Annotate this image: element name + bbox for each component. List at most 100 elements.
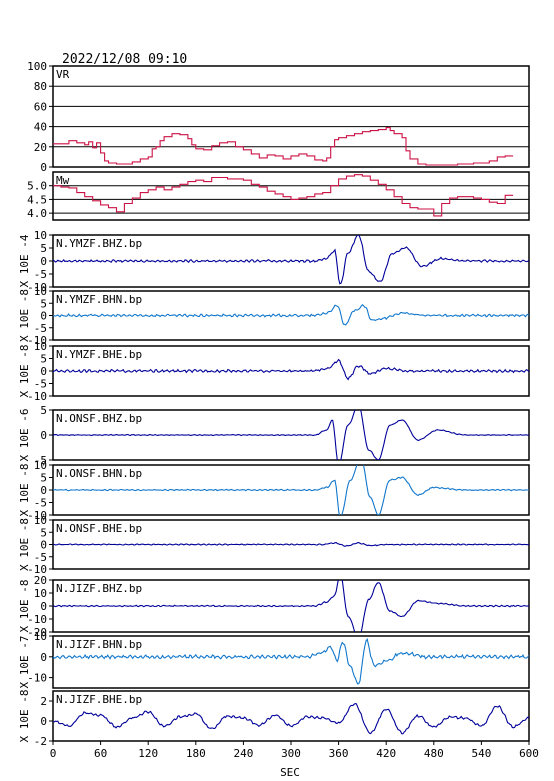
y-tick-label: -10 bbox=[27, 563, 47, 576]
y-tick-label: 5 bbox=[40, 297, 47, 310]
y-tick-label: 0 bbox=[40, 255, 47, 268]
y-unit-label: X 10E -8 bbox=[18, 580, 31, 633]
y-unit-label: X 10E -8 bbox=[18, 289, 31, 342]
x-tick-label: 60 bbox=[94, 747, 107, 760]
series-line bbox=[53, 703, 529, 735]
y-unit-label: X 10E -8 bbox=[18, 690, 31, 743]
y-tick-label: 80 bbox=[34, 80, 47, 93]
x-tick-label: 240 bbox=[233, 747, 253, 760]
series-line bbox=[53, 410, 529, 460]
y-unit-label: X 10E -8 bbox=[18, 345, 31, 398]
x-axis-label: SEC bbox=[280, 766, 300, 779]
series-line bbox=[53, 127, 514, 166]
y-tick-label: 5 bbox=[40, 404, 47, 417]
series-line bbox=[53, 542, 529, 547]
series-line bbox=[53, 304, 529, 326]
y-tick-label: 0 bbox=[40, 365, 47, 378]
y-tick-label: -10 bbox=[27, 613, 47, 626]
x-tick-label: 480 bbox=[424, 747, 444, 760]
y-tick-label: 10 bbox=[34, 587, 47, 600]
y-tick-label: 10 bbox=[34, 630, 47, 643]
series-line bbox=[53, 637, 529, 685]
y-tick-label: -5 bbox=[34, 322, 47, 335]
series-line bbox=[53, 235, 529, 285]
y-tick-label: 20 bbox=[34, 141, 47, 154]
y-tick-label: 0 bbox=[40, 539, 47, 552]
x-tick-label: 540 bbox=[471, 747, 491, 760]
y-tick-label: 5 bbox=[40, 242, 47, 255]
x-tick-label: 0 bbox=[50, 747, 57, 760]
y-tick-label: -10 bbox=[27, 334, 47, 347]
y-tick-label: 0 bbox=[40, 484, 47, 497]
panel-name: N.YMZF.BHN.bp bbox=[56, 293, 142, 306]
y-unit-label: X 10E -8 bbox=[18, 518, 31, 571]
y-tick-label: 0 bbox=[40, 715, 47, 728]
x-tick-label: 120 bbox=[138, 747, 158, 760]
panel-name: N.ONSF.BHN.bp bbox=[56, 467, 142, 480]
panel-name: N.JIZF.BHE.bp bbox=[56, 693, 142, 706]
y-tick-label: 0 bbox=[40, 310, 47, 323]
y-tick-label: 60 bbox=[34, 100, 47, 113]
y-unit-label: X 10E -8 bbox=[18, 464, 31, 517]
panel-frame bbox=[52, 65, 530, 168]
series-line bbox=[53, 358, 529, 381]
y-tick-label: -10 bbox=[27, 672, 47, 685]
y-tick-label: 5 bbox=[40, 526, 47, 539]
x-tick-label: 360 bbox=[329, 747, 349, 760]
panel-10: -2 0 2 N.JIZF.BHE.bp X 10E -8 bbox=[18, 690, 530, 748]
series-line bbox=[53, 465, 529, 515]
y-tick-label: 40 bbox=[34, 121, 47, 134]
y-tick-label: 4.5 bbox=[27, 193, 47, 206]
y-unit-label: X 10E -4 bbox=[18, 234, 31, 287]
y-tick-label: -5 bbox=[34, 551, 47, 564]
x-tick-label: 600 bbox=[519, 747, 539, 760]
y-tick-label: 5.0 bbox=[27, 180, 47, 193]
y-unit-label: X 10E -7 bbox=[18, 636, 31, 689]
y-tick-label: 2 bbox=[40, 695, 47, 708]
panel-9: -10 0 10 N.JIZF.BHN.bp X 10E -7 bbox=[18, 630, 530, 689]
y-tick-label: -2 bbox=[34, 735, 47, 748]
series-line bbox=[53, 580, 529, 632]
panel-name: N.ONSF.BHE.bp bbox=[56, 522, 142, 535]
figure-title: 2022/12/08 09:10 bbox=[62, 52, 187, 67]
panel-frame bbox=[52, 635, 530, 689]
series-line bbox=[53, 174, 514, 217]
y-tick-label: 4.0 bbox=[27, 207, 47, 220]
y-tick-label: -20 bbox=[27, 626, 47, 639]
x-tick-label: 180 bbox=[186, 747, 206, 760]
y-tick-label: 0 bbox=[40, 429, 47, 442]
panel-name: N.YMZF.BHE.bp bbox=[56, 348, 142, 361]
panel-name: N.JIZF.BHZ.bp bbox=[56, 582, 142, 595]
y-tick-label: -10 bbox=[27, 281, 47, 294]
y-tick-label: -10 bbox=[27, 509, 47, 522]
y-tick-label: -5 bbox=[34, 454, 47, 467]
panel-frame bbox=[52, 171, 530, 221]
x-tick-label: 300 bbox=[281, 747, 301, 760]
y-tick-label: 0 bbox=[40, 161, 47, 174]
y-tick-label: 10 bbox=[34, 340, 47, 353]
y-tick-label: -5 bbox=[34, 497, 47, 510]
y-tick-label: 0 bbox=[40, 651, 47, 664]
panel-1: 4.04.55.0 Mw bbox=[27, 171, 530, 221]
y-tick-label: 5 bbox=[40, 472, 47, 485]
panel-5: -5 0 5 N.ONSF.BHZ.bp X 10E -6 bbox=[18, 404, 530, 467]
y-unit-label: X 10E -6 bbox=[18, 409, 31, 462]
panel-name: N.JIZF.BHN.bp bbox=[56, 638, 142, 651]
x-tick-label: 420 bbox=[376, 747, 396, 760]
x-axis: 0 60 120 180 240 300 360 420 480 540 600 bbox=[50, 741, 539, 760]
panel-name: N.ONSF.BHZ.bp bbox=[56, 412, 142, 425]
y-tick-label: 10 bbox=[34, 514, 47, 527]
y-tick-label: 5 bbox=[40, 353, 47, 366]
y-tick-label: 10 bbox=[34, 285, 47, 298]
y-tick-label: -5 bbox=[34, 378, 47, 391]
y-tick-label: 10 bbox=[34, 229, 47, 242]
y-tick-label: 10 bbox=[34, 459, 47, 472]
panel-0: 0 20 40 60 80 100 VR bbox=[27, 60, 530, 174]
panel-name: VR bbox=[56, 68, 70, 81]
